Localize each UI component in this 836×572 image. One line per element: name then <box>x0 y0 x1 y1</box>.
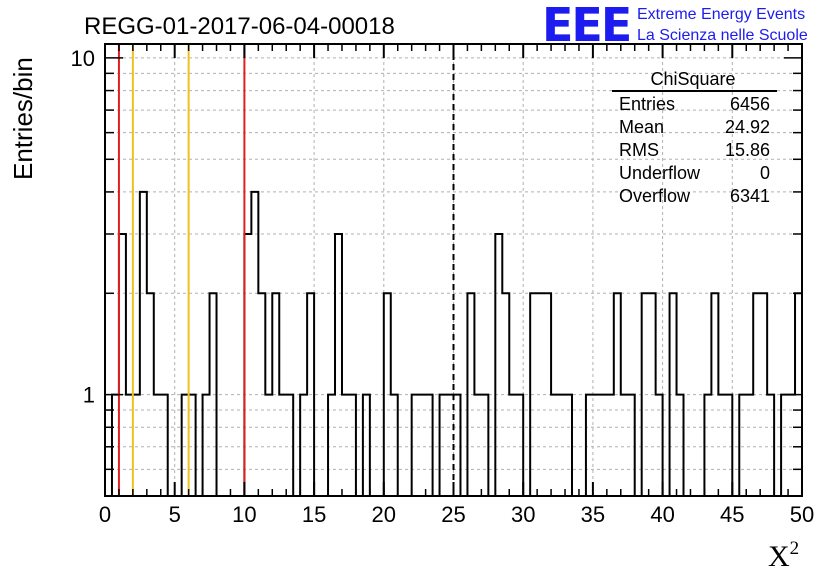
stats-box: ChiSquare Entries 6456 Mean 24.92 RMS 15.86 Un… <box>612 69 777 206</box>
stats-row-value: 6341 <box>730 186 770 206</box>
stats-row-value: 24.92 <box>725 117 770 137</box>
x-tick-label: 0 <box>99 502 111 527</box>
x-tick-label: 15 <box>302 502 326 527</box>
stats-title: ChiSquare <box>650 69 735 89</box>
x-axis-label-superscript: 2 <box>790 538 800 559</box>
axis-ticks: 0 5 10 15 20 25 30 35 40 45 50 1 10 <box>71 44 814 527</box>
chart-title: REGG-01-2017-06-04-00018 <box>84 13 395 40</box>
x-axis-label-base: X <box>768 540 790 572</box>
x-tick-label: 10 <box>232 502 256 527</box>
stats-row-label: Overflow <box>619 186 691 206</box>
stats-row-label: Entries <box>619 94 675 114</box>
x-tick-label: 5 <box>169 502 181 527</box>
stats-row-label: RMS <box>619 140 659 160</box>
x-tick-label: 50 <box>790 502 814 527</box>
logo-mark: EEE <box>542 0 630 52</box>
stats-row-label: Mean <box>619 117 664 137</box>
histogram <box>110 190 802 496</box>
stats-row-label: Underflow <box>619 163 701 183</box>
x-tick-label: 35 <box>581 502 605 527</box>
logo-line-1: Extreme Energy Events <box>637 6 805 23</box>
eee-logo: EEE Extreme Energy Events La Scienza nel… <box>542 0 808 52</box>
x-tick-label: 20 <box>372 502 396 527</box>
stats-row-value: 0 <box>760 163 770 183</box>
x-tick-label: 45 <box>720 502 744 527</box>
stats-row-value: 6456 <box>730 94 770 114</box>
y-tick-label: 10 <box>71 46 95 71</box>
stats-rows: Entries 6456 Mean 24.92 RMS 15.86 Underflow 0 Ov… <box>619 94 770 206</box>
y-tick-label: 1 <box>83 383 95 408</box>
reference-lines <box>117 44 455 496</box>
logo-line-2: La Scienza nelle Scuole <box>637 27 808 44</box>
histogram-outline <box>110 190 802 496</box>
x-tick-label: 25 <box>441 502 465 527</box>
x-tick-label: 30 <box>511 502 535 527</box>
y-axis-label: Entries/bin <box>8 57 38 180</box>
stats-row-value: 15.86 <box>725 140 770 160</box>
x-axis-label: X2 <box>768 538 799 572</box>
x-tick-label: 40 <box>650 502 674 527</box>
